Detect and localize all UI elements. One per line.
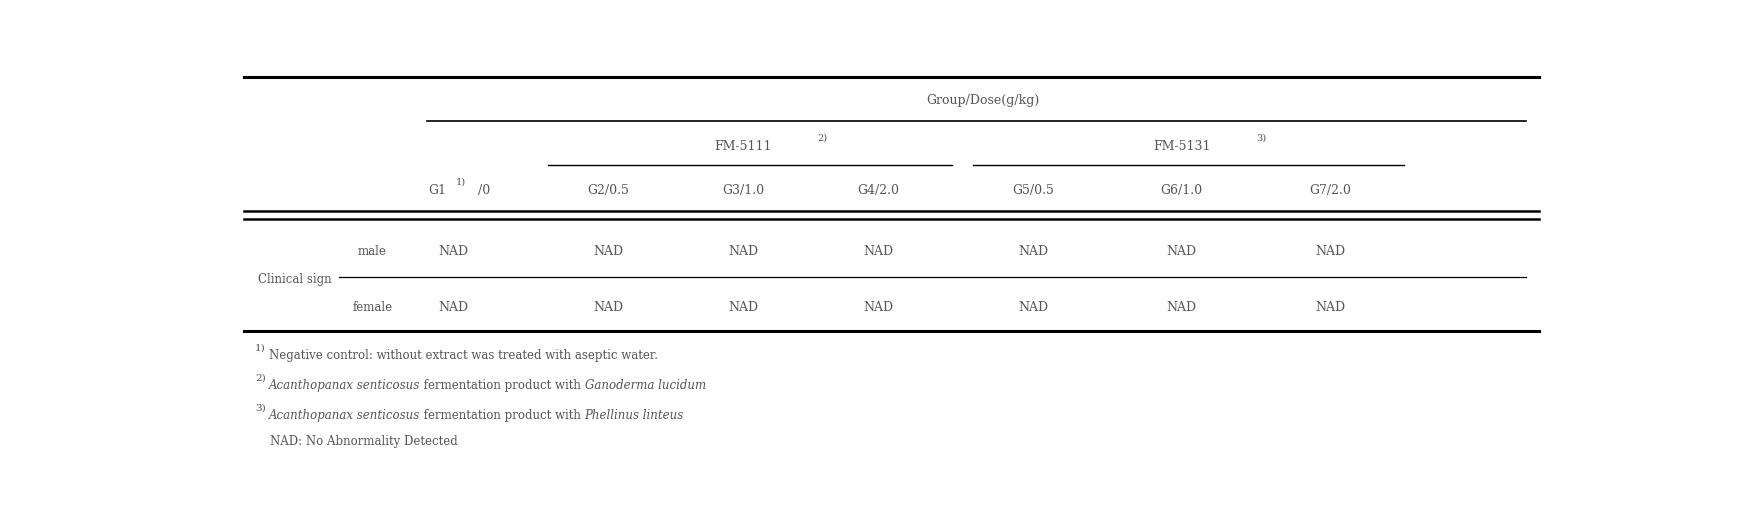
- Text: fermentation product with: fermentation product with: [419, 409, 584, 422]
- Text: Negative control: without extract was treated with aseptic water.: Negative control: without extract was tr…: [268, 349, 657, 362]
- Text: NAD: NAD: [729, 301, 758, 314]
- Text: 3): 3): [256, 404, 266, 413]
- Text: male: male: [358, 244, 386, 257]
- Text: NAD: NAD: [863, 301, 892, 314]
- Text: NAD: NAD: [438, 244, 468, 257]
- Text: 1): 1): [256, 344, 266, 353]
- Text: fermentation product with: fermentation product with: [419, 379, 584, 392]
- Text: NAD: NAD: [1315, 244, 1344, 257]
- Text: female: female: [353, 301, 393, 314]
- Text: NAD: NAD: [1315, 301, 1344, 314]
- Text: FM-5111: FM-5111: [715, 140, 772, 153]
- Text: NAD: No Abnormality Detected: NAD: No Abnormality Detected: [256, 435, 457, 448]
- Text: Clinical sign: Clinical sign: [257, 272, 332, 286]
- Text: NAD: NAD: [593, 244, 623, 257]
- Text: NAD: NAD: [1165, 301, 1196, 314]
- Text: G6/1.0: G6/1.0: [1160, 184, 1202, 197]
- Text: 1): 1): [456, 178, 466, 187]
- Text: 3): 3): [1256, 133, 1266, 142]
- Text: /0: /0: [478, 184, 490, 197]
- Text: G1: G1: [428, 184, 447, 197]
- Text: Group/Dose(g/kg): Group/Dose(g/kg): [925, 94, 1038, 107]
- Text: NAD: NAD: [1017, 301, 1049, 314]
- Text: NAD: NAD: [593, 301, 623, 314]
- Text: Ganoderma lucidum: Ganoderma lucidum: [584, 379, 706, 392]
- Text: NAD: NAD: [863, 244, 892, 257]
- Text: G2/0.5: G2/0.5: [588, 184, 630, 197]
- Text: G7/2.0: G7/2.0: [1308, 184, 1349, 197]
- Text: Acanthopanax senticosus: Acanthopanax senticosus: [268, 379, 419, 392]
- Text: NAD: NAD: [1017, 244, 1049, 257]
- Text: G3/1.0: G3/1.0: [722, 184, 763, 197]
- Text: G5/0.5: G5/0.5: [1012, 184, 1054, 197]
- Text: NAD: NAD: [729, 244, 758, 257]
- Text: G4/2.0: G4/2.0: [857, 184, 899, 197]
- Text: FM-5131: FM-5131: [1153, 140, 1210, 153]
- Text: NAD: NAD: [1165, 244, 1196, 257]
- Text: 2): 2): [256, 374, 266, 383]
- Text: NAD: NAD: [438, 301, 468, 314]
- Text: 2): 2): [817, 133, 828, 142]
- Text: Acanthopanax senticosus: Acanthopanax senticosus: [268, 409, 419, 422]
- Text: Phellinus linteus: Phellinus linteus: [584, 409, 683, 422]
